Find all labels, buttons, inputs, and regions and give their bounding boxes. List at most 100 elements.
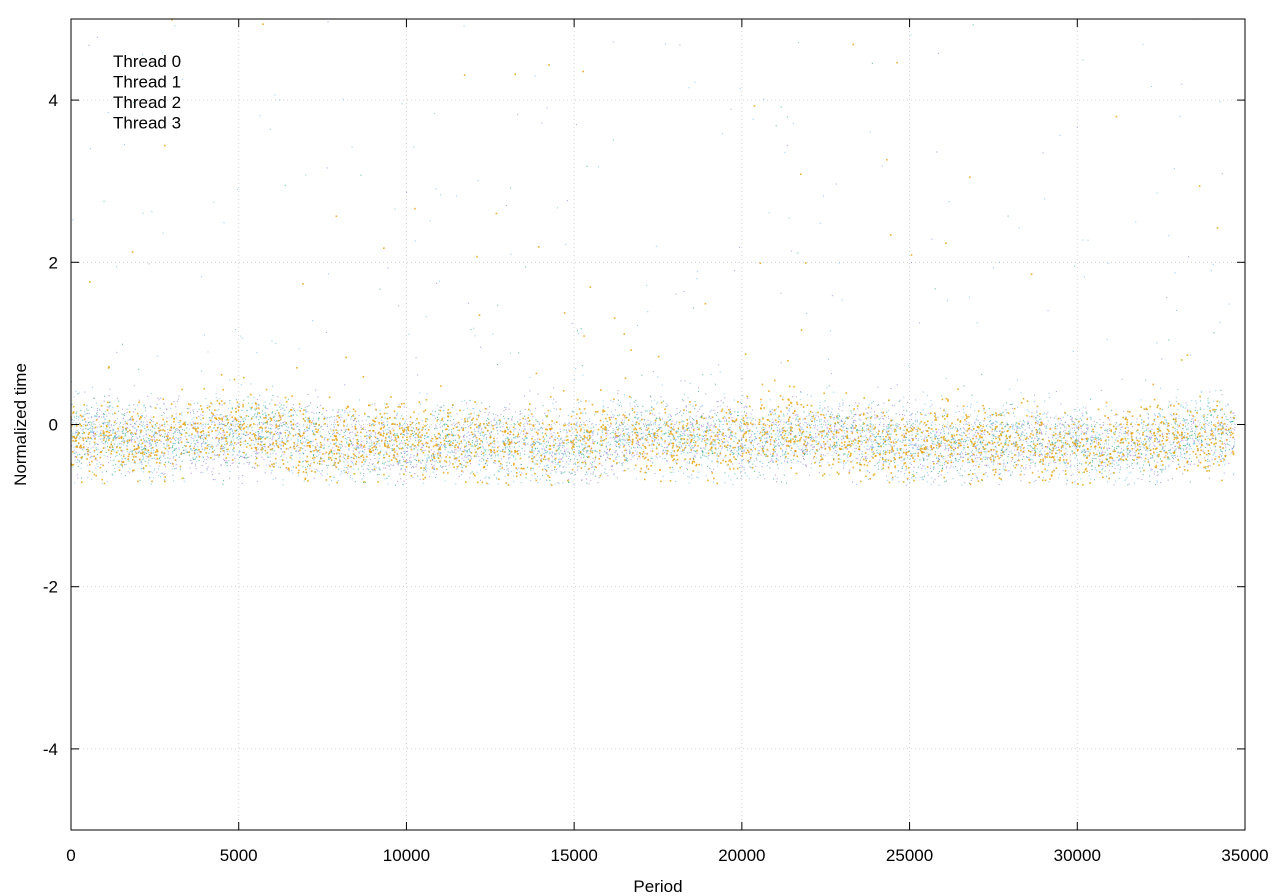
- data-point: [591, 464, 593, 466]
- data-point: [637, 418, 639, 420]
- data-point: [519, 418, 521, 421]
- data-point: [88, 449, 90, 451]
- data-point: [838, 414, 840, 416]
- data-point: [534, 463, 536, 465]
- data-point: [562, 453, 564, 455]
- data-point: [414, 445, 417, 447]
- data-point: [278, 415, 280, 417]
- data-point: [853, 438, 855, 440]
- data-point: [979, 447, 981, 449]
- data-point: [636, 451, 638, 453]
- data-point: [513, 423, 515, 425]
- data-point: [442, 465, 444, 467]
- data-point: [576, 466, 579, 468]
- data-point: [314, 426, 316, 428]
- data-point: [88, 422, 90, 424]
- data-point: [563, 439, 565, 441]
- data-point: [430, 449, 432, 451]
- data-point: [694, 446, 696, 448]
- data-point: [248, 463, 250, 465]
- data-point: [313, 412, 315, 414]
- data-point: [292, 404, 294, 406]
- data-point: [434, 476, 437, 478]
- data-point: [877, 416, 879, 418]
- data-point: [269, 432, 271, 435]
- data-point: [1108, 439, 1110, 441]
- data-point: [900, 456, 902, 458]
- data-point: [416, 453, 418, 455]
- data-point: [629, 449, 631, 451]
- data-point: [836, 435, 838, 437]
- data-point: [568, 471, 570, 473]
- data-point: [698, 427, 700, 429]
- data-point: [917, 449, 919, 451]
- data-point: [973, 460, 975, 462]
- data-point: [128, 460, 130, 462]
- data-point: [1133, 442, 1135, 444]
- data-point: [1151, 428, 1153, 430]
- data-point: [693, 455, 695, 457]
- data-point: [773, 444, 775, 446]
- data-point: [961, 474, 963, 477]
- data-point: [690, 435, 692, 437]
- data-point: [319, 451, 321, 454]
- data-point: [795, 419, 797, 421]
- data-point: [931, 439, 933, 441]
- data-point: [932, 481, 935, 483]
- data-point: [279, 443, 281, 445]
- data-point: [670, 430, 672, 432]
- data-point: [639, 457, 641, 459]
- data-point: [82, 415, 84, 417]
- data-point: [1134, 444, 1136, 446]
- data-point: [768, 427, 770, 429]
- data-point: [1024, 429, 1026, 431]
- data-point: [1180, 439, 1182, 441]
- data-point: [334, 460, 336, 462]
- data-point: [474, 434, 476, 436]
- data-point: [190, 472, 192, 474]
- data-point: [1182, 473, 1184, 475]
- data-point: [339, 443, 341, 445]
- data-point: [837, 430, 839, 432]
- data-point: [1100, 464, 1102, 467]
- data-point: [592, 457, 594, 459]
- data-point: [255, 450, 257, 452]
- data-point: [875, 417, 877, 419]
- data-point: [646, 424, 648, 426]
- data-point: [503, 410, 505, 412]
- data-point: [981, 460, 983, 462]
- data-point: [211, 448, 213, 450]
- data-point: [687, 434, 689, 436]
- data-point: [614, 438, 616, 440]
- data-point: [787, 421, 789, 423]
- data-point: [657, 435, 660, 438]
- data-point: [1148, 437, 1150, 439]
- data-point: [369, 454, 371, 456]
- data-point: [709, 438, 711, 440]
- data-point: [139, 429, 141, 431]
- data-point: [617, 393, 619, 395]
- data-point: [1200, 446, 1202, 448]
- data-point: [1112, 432, 1115, 434]
- data-point: [524, 408, 526, 411]
- data-point: [1225, 432, 1227, 434]
- data-point: [847, 453, 849, 455]
- data-point: [107, 436, 109, 438]
- data-point: [1171, 433, 1174, 435]
- data-point: [827, 406, 829, 408]
- data-point: [705, 439, 707, 441]
- data-point: [1100, 447, 1102, 449]
- data-point: [87, 438, 89, 440]
- data-point: [113, 449, 115, 451]
- data-point: [1014, 442, 1016, 444]
- data-point: [713, 424, 715, 427]
- data-point: [1062, 470, 1064, 472]
- data-point: [947, 460, 950, 462]
- data-point: [635, 431, 637, 433]
- data-point: [734, 411, 736, 413]
- data-point: [605, 452, 607, 454]
- data-point: [1102, 432, 1104, 434]
- data-point: [239, 427, 241, 430]
- data-point: [1015, 444, 1017, 446]
- data-point: [962, 456, 965, 458]
